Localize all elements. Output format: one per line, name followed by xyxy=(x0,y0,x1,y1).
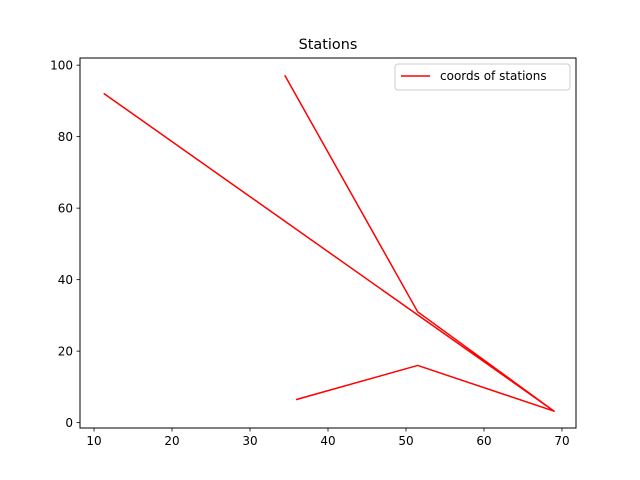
chart-title: Stations xyxy=(299,37,358,53)
x-tick-label: 20 xyxy=(164,434,179,448)
x-tick-label: 70 xyxy=(554,434,569,448)
legend-box xyxy=(394,63,571,91)
y-axis-ticks: 0 20 40 60 80 100 xyxy=(50,58,80,430)
x-tick-label: 40 xyxy=(320,434,335,448)
legend: coords of stations xyxy=(394,63,571,91)
x-tick-label: 10 xyxy=(86,434,101,448)
plot-area-frame xyxy=(79,57,577,429)
series-layer xyxy=(103,74,555,412)
y-tick-label: 80 xyxy=(58,130,73,144)
x-tick-label: 60 xyxy=(476,434,491,448)
series-line-0 xyxy=(103,74,555,412)
y-tick-label: 0 xyxy=(65,416,73,430)
y-tick-label: 20 xyxy=(58,344,73,358)
x-tick-label: 50 xyxy=(398,434,413,448)
legend-label: coords of stations xyxy=(440,69,547,83)
y-tick-label: 100 xyxy=(50,58,73,72)
x-axis-ticks: 10 20 30 40 50 60 70 xyxy=(86,428,570,448)
y-tick-label: 60 xyxy=(58,201,73,215)
x-tick-label: 30 xyxy=(242,434,257,448)
y-tick-label: 40 xyxy=(58,273,73,287)
